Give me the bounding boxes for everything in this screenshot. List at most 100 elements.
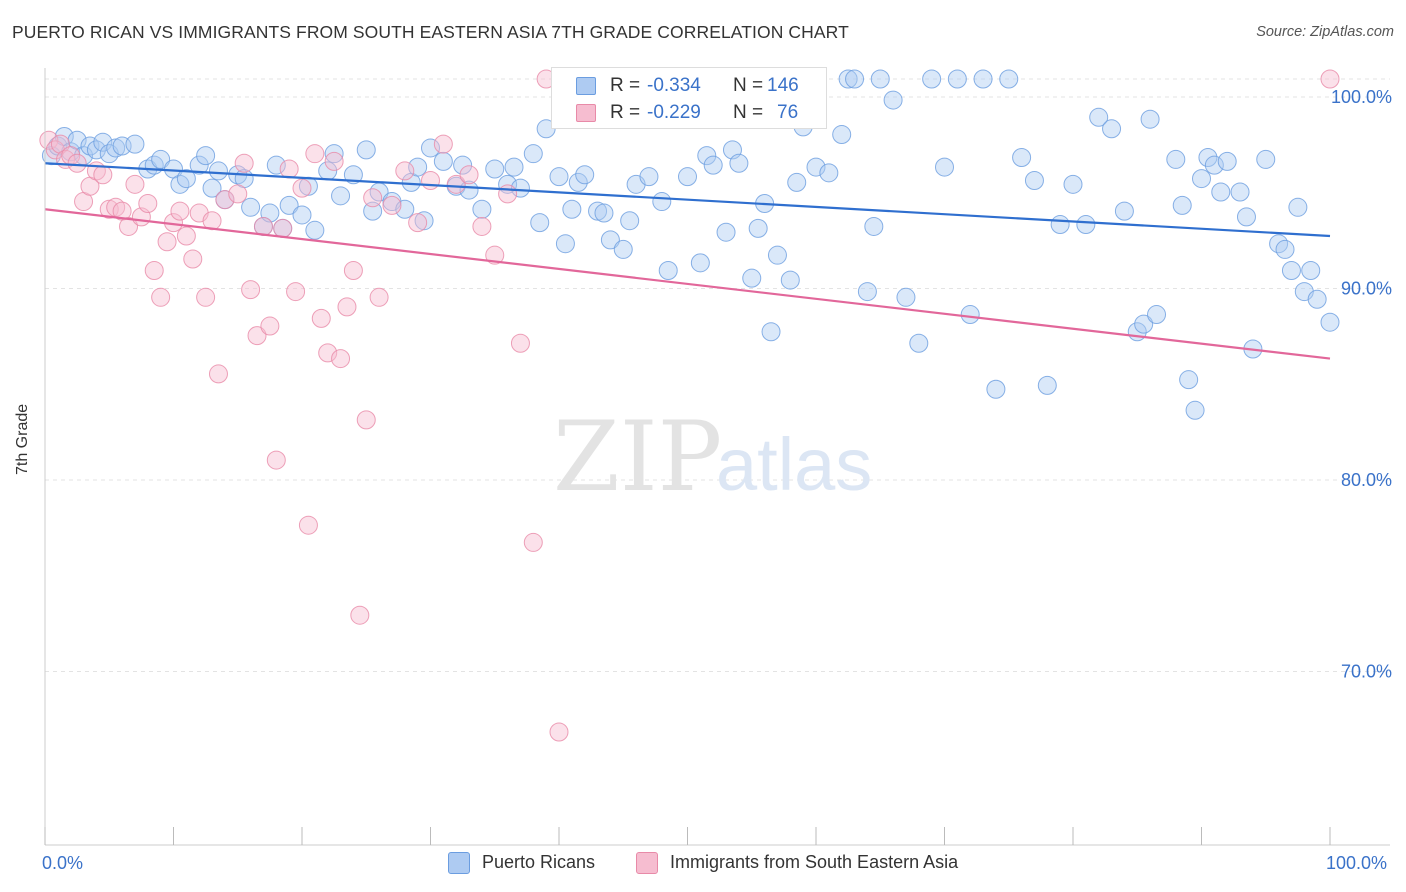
watermark: ZIP atlas bbox=[553, 401, 872, 513]
se-asia-point bbox=[472, 216, 492, 236]
se-asia-point bbox=[176, 226, 196, 246]
puerto-rican-point bbox=[459, 180, 479, 200]
se-asia-legend-swatch bbox=[636, 852, 658, 874]
se-asia-point bbox=[138, 193, 158, 213]
se-asia-point bbox=[215, 190, 235, 210]
puerto-rican-point bbox=[922, 69, 942, 89]
puerto-rican-point bbox=[845, 69, 865, 89]
puerto-rican-point bbox=[1172, 195, 1192, 215]
watermark-atlas: atlas bbox=[716, 423, 872, 506]
puerto-rican-point bbox=[806, 157, 826, 177]
se-asia-point bbox=[369, 287, 389, 307]
puerto-rican-point bbox=[1211, 182, 1231, 202]
puerto-rican-point bbox=[562, 199, 582, 219]
puerto-rican-point bbox=[1166, 149, 1186, 169]
puerto-ricans-legend-label: Puerto Ricans bbox=[482, 852, 596, 872]
puerto-rican-point bbox=[93, 132, 113, 152]
puerto-rican-point bbox=[208, 161, 228, 181]
puerto-rican-point bbox=[1102, 119, 1122, 139]
se-asia-point bbox=[446, 174, 466, 194]
puerto-rican-point bbox=[453, 155, 473, 175]
puerto-rican-point bbox=[787, 172, 807, 192]
puerto-rican-point bbox=[523, 144, 543, 164]
se-asia-point bbox=[363, 188, 383, 208]
se-asia-point bbox=[510, 333, 530, 353]
puerto-rican-point bbox=[594, 203, 614, 223]
puerto-rican-point bbox=[530, 213, 550, 233]
puerto-rican-point bbox=[870, 69, 890, 89]
puerto-ricans-trend-line bbox=[44, 162, 1331, 238]
puerto-rican-point bbox=[1192, 169, 1211, 189]
r-label: R = bbox=[610, 75, 641, 96]
se-asia-point bbox=[421, 170, 440, 190]
puerto-ricans-swatch bbox=[576, 77, 596, 95]
trend-layer bbox=[44, 162, 1331, 360]
points-layer bbox=[39, 69, 1340, 742]
y-tick-label: 80.0% bbox=[1341, 470, 1392, 490]
chart-title: PUERTO RICAN VS IMMIGRANTS FROM SOUTH EA… bbox=[12, 22, 849, 42]
puerto-rican-point bbox=[568, 172, 588, 192]
puerto-rican-point bbox=[703, 155, 723, 175]
se-asia-point bbox=[170, 201, 190, 221]
r-label: R = bbox=[610, 102, 641, 123]
puerto-rican-point bbox=[266, 155, 286, 175]
puerto-rican-point bbox=[883, 90, 903, 110]
se-asia-trend-line bbox=[44, 208, 1331, 360]
se-asia-point bbox=[523, 532, 543, 552]
puerto-rican-point bbox=[620, 211, 640, 231]
se-asia-point bbox=[337, 297, 357, 317]
puerto-rican-point bbox=[331, 186, 351, 206]
se-asia-point bbox=[311, 308, 331, 328]
puerto-rican-point bbox=[395, 199, 415, 219]
puerto-rican-point bbox=[767, 245, 787, 265]
puerto-rican-point bbox=[947, 69, 967, 89]
se-asia-point bbox=[228, 184, 248, 204]
puerto-rican-point bbox=[1089, 107, 1109, 127]
se-asia-point bbox=[324, 151, 344, 171]
puerto-rican-point bbox=[1050, 215, 1070, 235]
puerto-rican-point bbox=[1236, 207, 1256, 227]
puerto-rican-point bbox=[729, 153, 749, 173]
se-asia-point bbox=[119, 216, 139, 236]
r-value: -0.229 bbox=[647, 102, 701, 123]
puerto-rican-point bbox=[504, 157, 524, 177]
puerto-rican-point bbox=[1147, 305, 1167, 325]
se-asia-point bbox=[286, 282, 306, 302]
se-asia-point bbox=[395, 161, 415, 181]
se-asia-point bbox=[485, 245, 505, 265]
se-asia-point bbox=[266, 450, 286, 470]
se-asia-point bbox=[498, 184, 518, 204]
puerto-rican-point bbox=[588, 201, 608, 221]
puerto-rican-point bbox=[780, 270, 800, 290]
puerto-rican-point bbox=[1179, 370, 1199, 390]
puerto-rican-point bbox=[1204, 155, 1224, 175]
puerto-rican-point bbox=[176, 169, 196, 189]
puerto-rican-point bbox=[761, 322, 781, 342]
puerto-rican-point bbox=[1198, 148, 1218, 168]
se-asia-point bbox=[356, 410, 376, 430]
se-asia-point bbox=[408, 213, 428, 233]
se-asia-point bbox=[350, 605, 370, 625]
puerto-rican-point bbox=[1275, 239, 1295, 259]
puerto-rican-point bbox=[86, 140, 106, 160]
puerto-rican-point bbox=[1185, 400, 1205, 420]
puerto-rican-point bbox=[973, 69, 993, 89]
puerto-rican-point bbox=[433, 151, 453, 171]
puerto-rican-point bbox=[857, 282, 877, 302]
se-asia-point bbox=[183, 249, 203, 269]
se-asia-point bbox=[234, 153, 254, 173]
puerto-rican-point bbox=[819, 163, 839, 183]
puerto-rican-point bbox=[408, 157, 428, 177]
puerto-rican-point bbox=[716, 222, 736, 242]
se-asia-point bbox=[292, 178, 312, 198]
se-asia-point bbox=[241, 280, 261, 300]
puerto-rican-point bbox=[279, 195, 299, 215]
puerto-rican-point bbox=[1288, 197, 1308, 217]
r-value: -0.334 bbox=[647, 75, 701, 96]
puerto-rican-point bbox=[986, 379, 1006, 399]
se-asia-point bbox=[273, 218, 293, 238]
grid-layer: 100.0% 90.0% 80.0% 70.0% bbox=[45, 78, 1392, 682]
puerto-rican-point bbox=[305, 220, 325, 240]
puerto-rican-point bbox=[575, 165, 595, 185]
